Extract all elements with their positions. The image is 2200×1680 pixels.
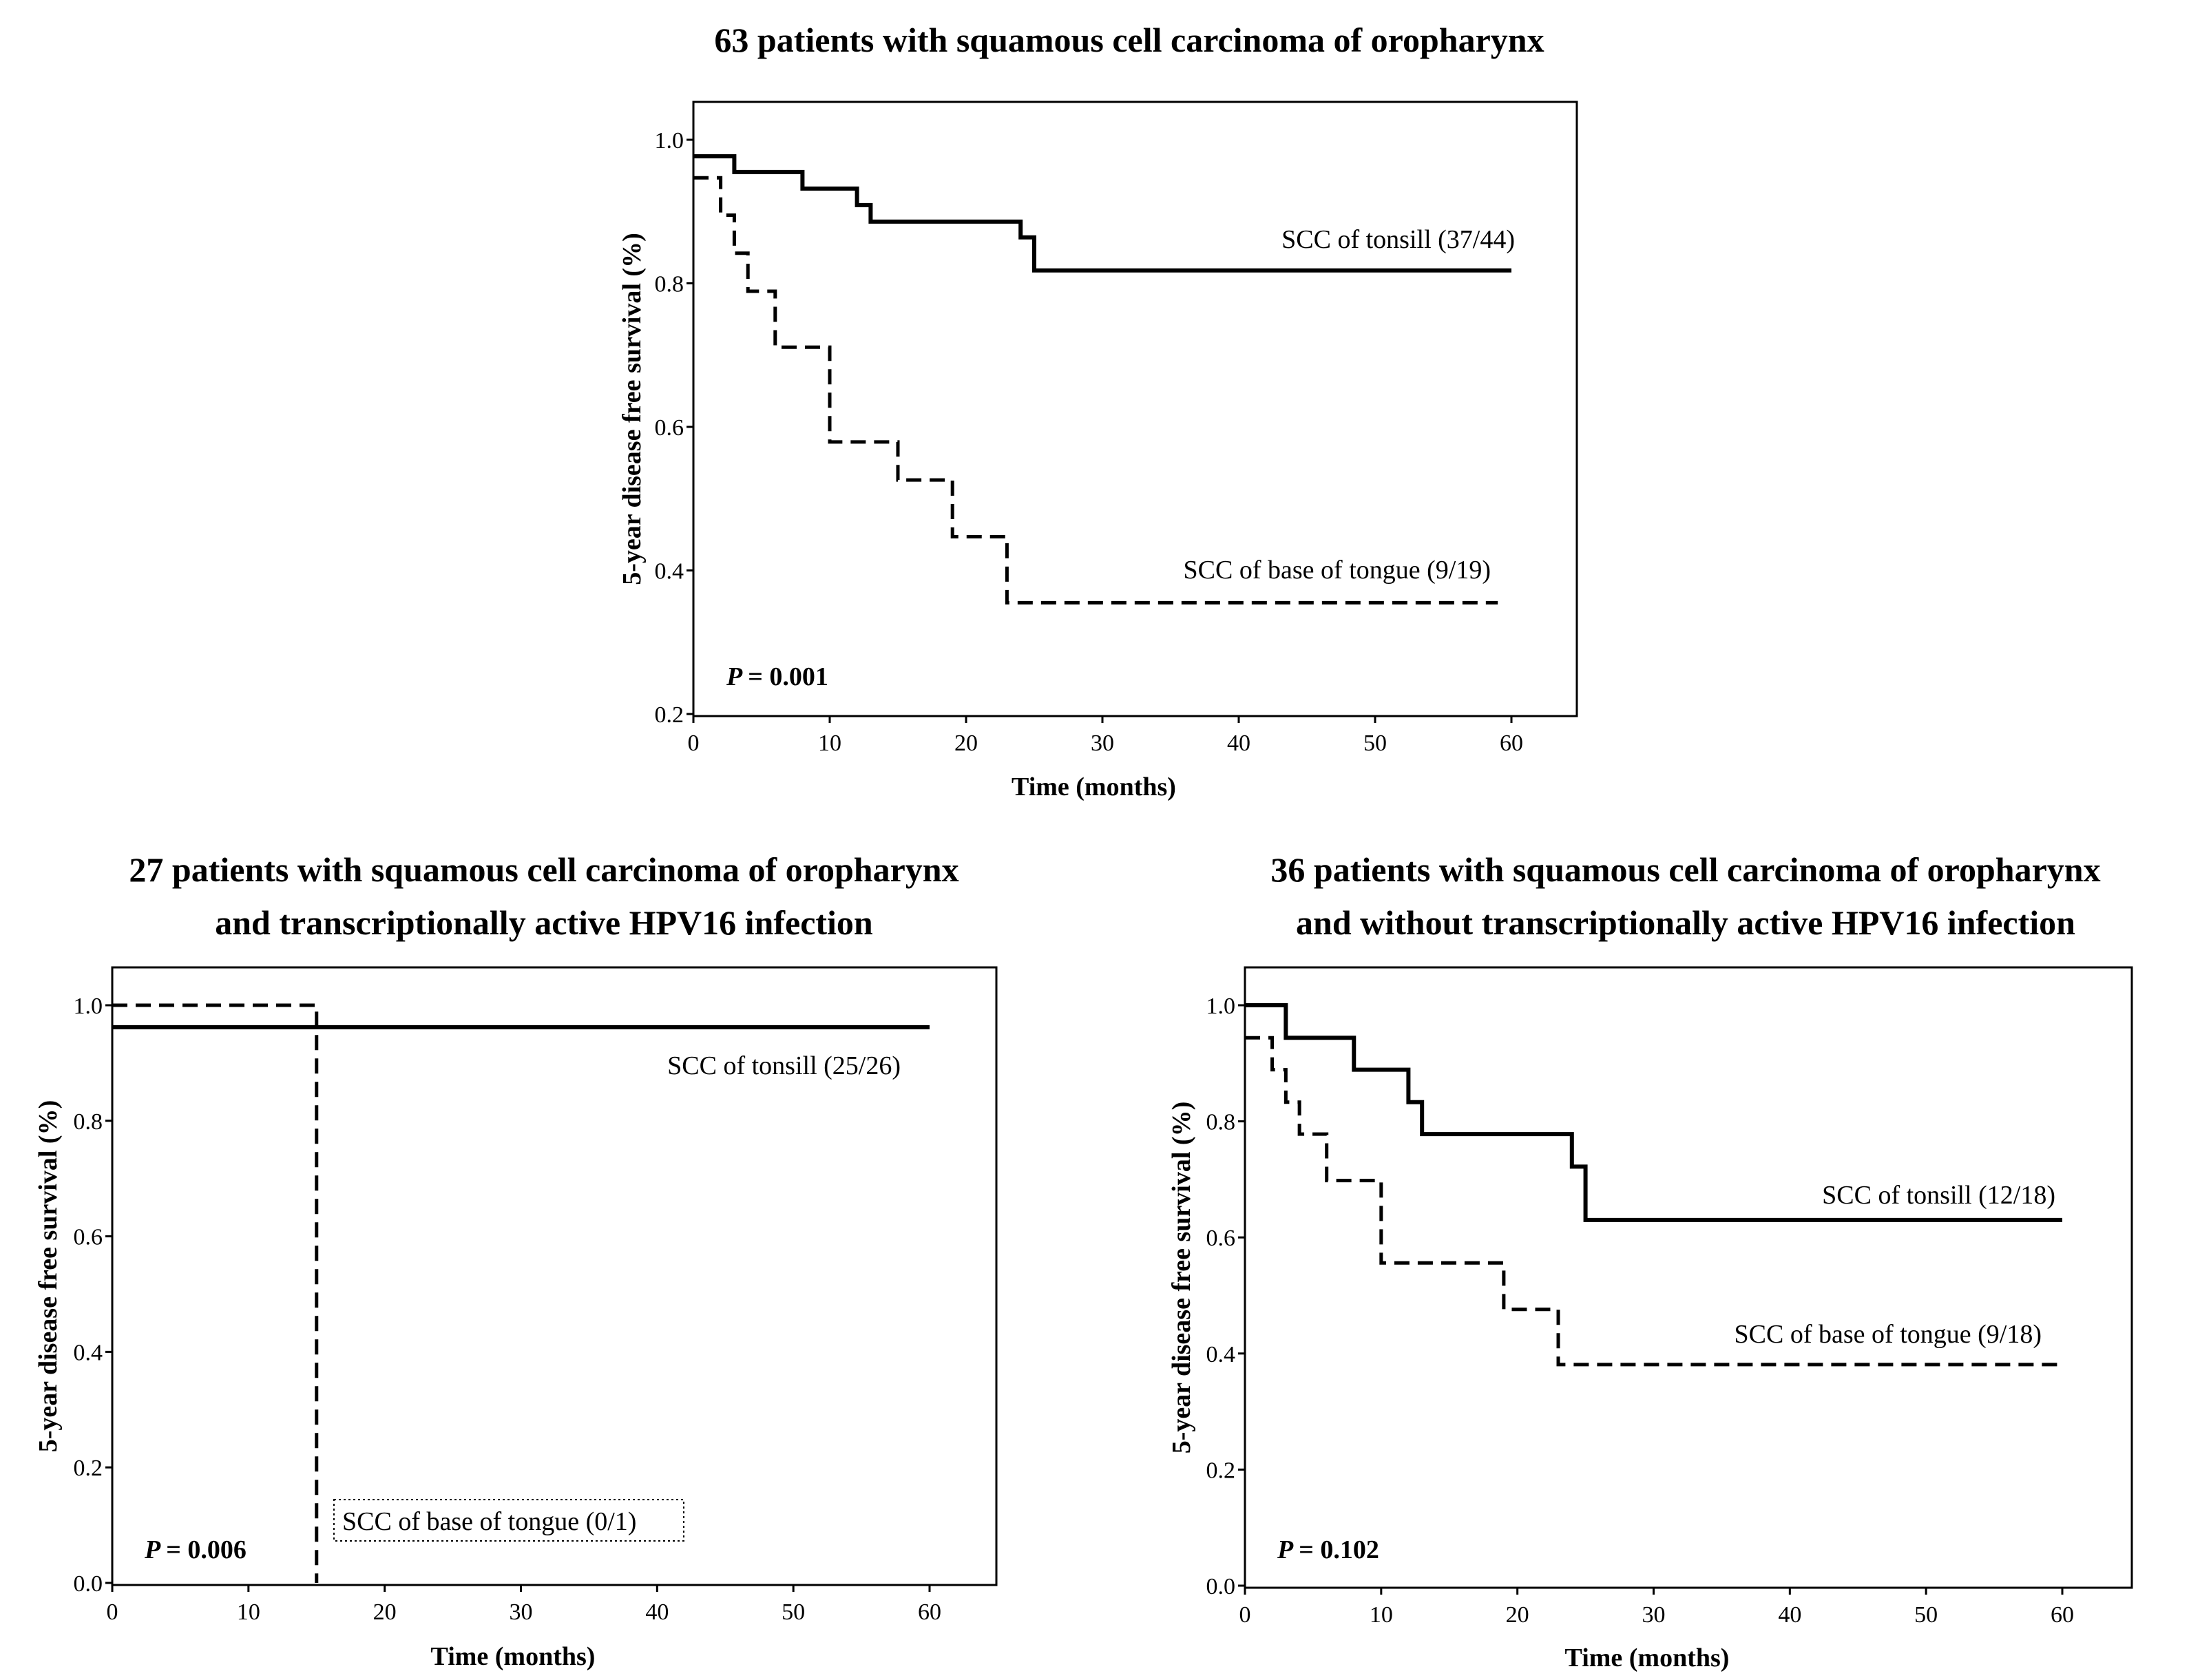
x-tick-label: 20 [373, 1599, 397, 1625]
y-tick-label: 1.0 [1206, 994, 1236, 1019]
x-tick-label: 50 [782, 1599, 805, 1625]
chart-title-line-1: 27 patients with squamous cell carcinoma… [129, 850, 958, 889]
chart-panel-hpv16-inactive: 36 patients with squamous cell carcinoma… [1167, 850, 2133, 1672]
x-axis-label: Time (months) [1012, 773, 1176, 801]
x-tick-label: 30 [510, 1599, 533, 1625]
y-tick-label: 0.4 [74, 1340, 103, 1365]
x-tick-label: 20 [954, 731, 978, 756]
y-tick-label: 0.2 [1206, 1458, 1236, 1483]
chart-title-line-2: and without transcriptionally active HPV… [1296, 903, 2075, 942]
plot-frame [111, 966, 998, 1586]
x-tick-label: 40 [1778, 1602, 1801, 1628]
base-of-tongue-survival-curve [1245, 1036, 2062, 1367]
x-axis-label: Time (months) [431, 1642, 596, 1671]
p-symbol: P [144, 1535, 161, 1564]
p-value-label: P = 0.001 [726, 662, 828, 691]
series-label-base-of-tongue: SCC of base of tongue (9/19) [1184, 556, 1491, 585]
series-label-base-of-tongue: SCC of base of tongue (9/18) [1735, 1320, 2042, 1349]
x-tick-label: 0 [688, 731, 700, 756]
series-label-tonsil: SCC of tonsill (12/18) [1822, 1181, 2055, 1210]
tonsil-survival-curve [693, 154, 1511, 273]
y-tick-label: 0.8 [1206, 1110, 1236, 1135]
chart-title-line-1: 63 patients with squamous cell carcinoma… [714, 21, 1544, 59]
y-tick-label: 0.4 [1206, 1342, 1236, 1367]
series-label-tonsil: SCC of tonsill (37/44) [1281, 225, 1515, 254]
y-tick-label: 0.6 [1206, 1226, 1236, 1251]
plot-frame [692, 101, 1578, 717]
tonsil-survival-curve [1245, 1003, 2062, 1222]
x-tick-label: 0 [1239, 1602, 1251, 1628]
x-tick-label: 50 [1914, 1602, 1938, 1628]
series-label-base-of-tongue: SCC of base of tongue (0/1) [342, 1507, 636, 1536]
x-tick-label: 30 [1642, 1602, 1666, 1628]
series-label-tonsil: SCC of tonsill (25/26) [667, 1051, 901, 1080]
x-tick-label: 60 [2051, 1602, 2074, 1628]
base-of-tongue-survival-curve [693, 176, 1498, 605]
x-tick-label: 40 [1227, 731, 1250, 756]
series-label-box [333, 1499, 684, 1542]
chart-title-line-2: and transcriptionally active HPV16 infec… [215, 903, 873, 942]
y-tick-label: 0.8 [655, 272, 684, 297]
p-symbol: P [726, 662, 743, 691]
p-symbol: P [1277, 1535, 1294, 1564]
chart-title-line-1: 36 patients with squamous cell carcinoma… [1270, 850, 2100, 889]
y-tick-label: 0.4 [655, 559, 684, 585]
y-tick-label: 0.2 [655, 702, 684, 728]
x-tick-label: 10 [237, 1599, 260, 1625]
p-value-label: P = 0.006 [144, 1535, 247, 1564]
x-tick-label: 10 [818, 731, 841, 756]
plot-frame [1244, 966, 2133, 1589]
y-tick-label: 0.8 [74, 1109, 103, 1135]
x-tick-label: 40 [645, 1599, 669, 1625]
x-tick-label: 60 [918, 1599, 941, 1625]
y-tick-label: 1.0 [655, 128, 684, 154]
y-tick-label: 0.6 [655, 415, 684, 441]
y-tick-label: 0.0 [1206, 1574, 1236, 1599]
p-value: = 0.006 [166, 1535, 247, 1564]
x-tick-label: 60 [1500, 731, 1523, 756]
y-tick-label: 0.0 [74, 1571, 103, 1597]
chart-panel-hpv16-active: 27 patients with squamous cell carcinoma… [34, 850, 998, 1671]
base-of-tongue-survival-curve [112, 1003, 319, 1583]
x-tick-label: 0 [107, 1599, 118, 1625]
y-axis-label: 5-year disease free survival (%) [1167, 1102, 1196, 1453]
x-tick-label: 20 [1506, 1602, 1529, 1628]
x-tick-label: 30 [1091, 731, 1114, 756]
y-tick-label: 0.6 [74, 1225, 103, 1250]
x-tick-label: 50 [1363, 731, 1387, 756]
x-tick-label: 10 [1370, 1602, 1393, 1628]
y-tick-label: 1.0 [74, 994, 103, 1019]
y-axis-label: 5-year disease free survival (%) [34, 1100, 63, 1452]
chart-panel-all-patients: 63 patients with squamous cell carcinoma… [618, 21, 1578, 801]
y-axis-label: 5-year disease free survival (%) [618, 233, 647, 585]
x-axis-label: Time (months) [1565, 1644, 1730, 1672]
p-value-label: P = 0.102 [1277, 1535, 1379, 1564]
p-value: = 0.102 [1299, 1535, 1379, 1564]
p-value: = 0.001 [748, 662, 828, 691]
y-tick-label: 0.2 [74, 1456, 103, 1481]
